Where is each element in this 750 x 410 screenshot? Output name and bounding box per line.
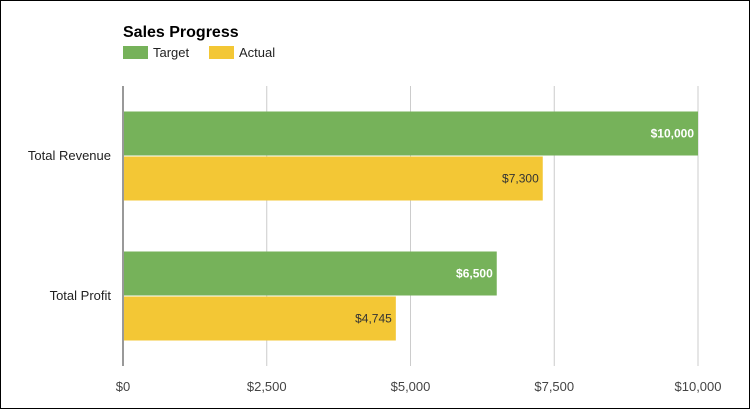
bar-value-label-target-1: $6,500 — [456, 267, 493, 281]
chart-title: Sales Progress — [123, 24, 239, 41]
bar-value-label-actual-1: $4,745 — [355, 312, 392, 326]
x-tick-label-3: $7,500 — [534, 379, 574, 394]
bars: $10,000 $7,300 $6,500 $4,745 — [124, 111, 698, 341]
x-axis-tick-labels: $0 $2,500 $5,000 $7,500 $10,000 — [116, 379, 722, 394]
bar-value-label-actual-0: $7,300 — [502, 172, 539, 186]
x-tick-label-2: $5,000 — [391, 379, 431, 394]
x-tick-label-4: $10,000 — [675, 379, 722, 394]
category-label-0: Total Revenue — [28, 148, 111, 163]
x-tick-label-1: $2,500 — [247, 379, 287, 394]
legend-label-actual[interactable]: Actual — [239, 45, 275, 60]
bar-actual-0[interactable] — [124, 156, 543, 201]
legend-swatch-target — [123, 46, 148, 59]
bar-target-1[interactable] — [124, 251, 497, 296]
legend-label-target[interactable]: Target — [153, 45, 190, 60]
bar-value-label-target-0: $10,000 — [651, 127, 695, 141]
legend-swatch-actual — [209, 46, 234, 59]
bar-actual-1[interactable] — [124, 296, 396, 341]
x-tick-label-0: $0 — [116, 379, 130, 394]
bar-target-0[interactable] — [124, 111, 698, 156]
legend: Target Actual — [123, 45, 275, 60]
category-label-1: Total Profit — [50, 288, 112, 303]
category-labels: Total Revenue Total Profit — [28, 148, 112, 303]
